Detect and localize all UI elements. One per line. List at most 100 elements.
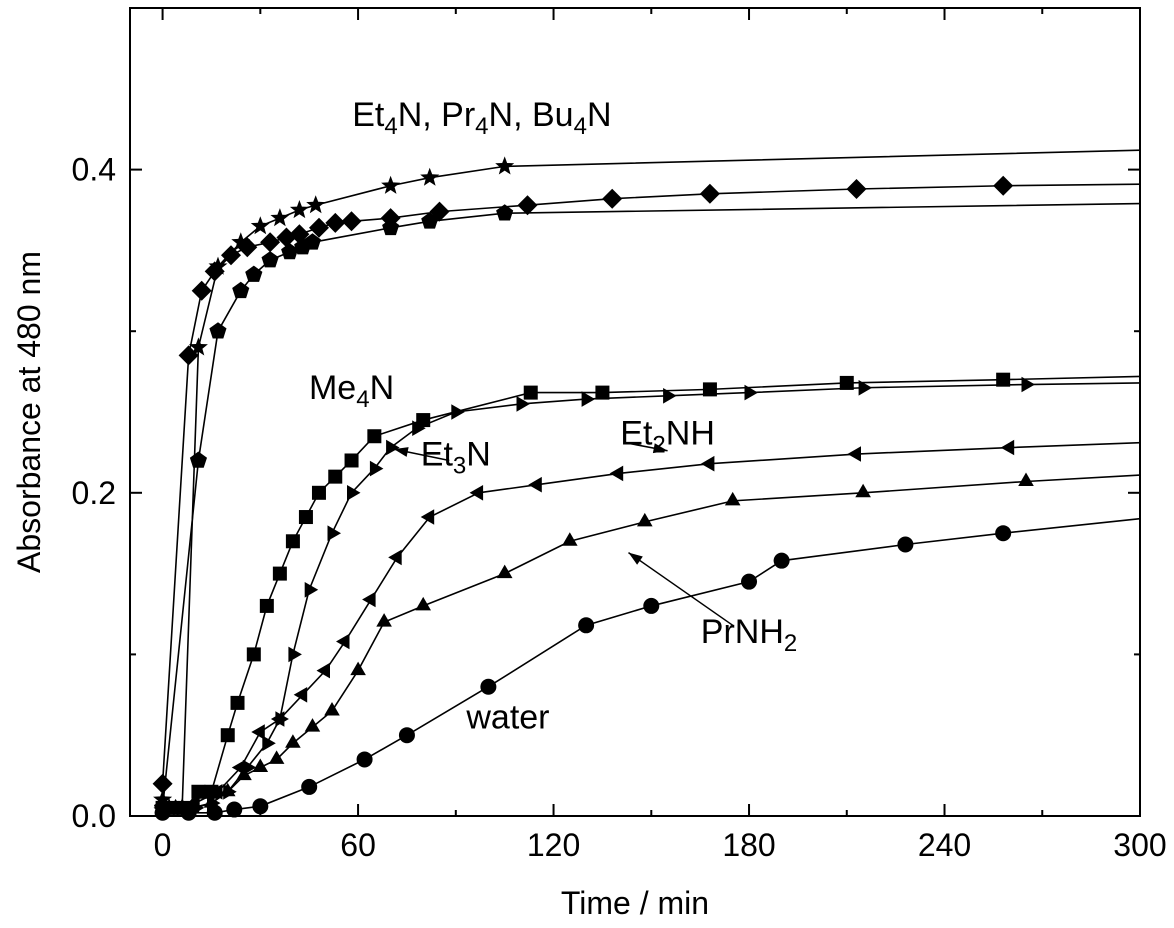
diamond-marker xyxy=(309,217,329,238)
x-tick-label: 240 xyxy=(918,827,971,863)
annotation-arrow-head xyxy=(628,552,643,565)
triangle-left-marker xyxy=(209,784,223,800)
triangle-left-marker xyxy=(270,711,285,727)
triangle-left-marker xyxy=(388,549,402,566)
diamond-marker xyxy=(846,179,867,199)
x-tick-label: 180 xyxy=(722,827,775,863)
triangle-right-marker xyxy=(581,391,596,407)
axis-ticks: 0 60 120 180 240 300 0.0 0.2 0.4 xyxy=(72,7,1167,863)
triangle-up-marker xyxy=(324,702,340,716)
pentagon-marker xyxy=(303,233,321,250)
triangle-up-marker xyxy=(415,596,431,611)
pentagon-marker xyxy=(421,212,439,229)
square-marker xyxy=(311,485,326,500)
circle-marker xyxy=(773,552,790,569)
triangle-left-marker xyxy=(469,485,484,501)
y-axis-title: Absorbance at 480 nm xyxy=(11,251,47,573)
triangle-up-marker xyxy=(203,794,220,808)
diamond-marker xyxy=(993,175,1014,196)
circle-marker xyxy=(897,536,914,553)
triangle-right-marker xyxy=(663,388,677,404)
diamond-marker xyxy=(602,188,623,209)
triangle-right-marker xyxy=(304,582,319,598)
square-marker xyxy=(285,534,300,549)
circle-marker xyxy=(252,798,269,815)
triangle-up-marker xyxy=(268,750,285,764)
triangle-left-marker xyxy=(316,662,330,679)
pentagon-marker xyxy=(382,218,400,236)
triangle-left-marker xyxy=(609,465,624,482)
diamond-marker xyxy=(178,345,199,366)
square-marker xyxy=(191,784,206,799)
annotation-arrow-head xyxy=(652,443,668,454)
diamond-marker xyxy=(191,280,212,301)
annotations: Et4N, Pr4N, Bu4N Me4N Et3N Et2NH PrNH2 water xyxy=(309,96,797,737)
annotation-arrow-shaft xyxy=(628,551,734,626)
square-marker xyxy=(328,469,343,484)
circle-marker xyxy=(180,804,197,821)
annotation-label: Et2NH xyxy=(620,414,715,458)
pentagon-marker xyxy=(261,251,279,268)
triangle-right-marker xyxy=(412,420,426,436)
pentagon-marker xyxy=(496,204,514,221)
square-marker xyxy=(220,728,235,743)
triangle-up-marker xyxy=(637,512,653,527)
x-tick-label: 120 xyxy=(527,827,580,863)
triangle-up-marker xyxy=(724,491,741,506)
triangle-left-marker xyxy=(293,687,308,703)
triangle-up-marker xyxy=(1018,472,1034,486)
diamond-marker xyxy=(699,183,720,204)
star-marker xyxy=(231,232,251,251)
x-tick-label: 300 xyxy=(1113,827,1166,863)
square-marker xyxy=(298,510,313,525)
triangle-up-marker xyxy=(285,734,301,748)
square-marker xyxy=(259,598,274,613)
triangle-right-marker xyxy=(386,439,400,456)
triangle-up-marker xyxy=(219,782,236,797)
annotation-label: Me4N xyxy=(309,369,394,413)
circle-marker xyxy=(226,801,243,818)
triangle-right-marker xyxy=(516,396,530,412)
star-marker xyxy=(188,337,208,356)
square-marker xyxy=(996,372,1011,387)
circle-marker xyxy=(154,804,171,821)
circle-marker xyxy=(995,525,1012,542)
square-marker xyxy=(344,453,359,468)
triangle-up-marker xyxy=(236,766,252,781)
diamond-marker xyxy=(237,237,258,258)
square-marker xyxy=(246,647,261,662)
x-tick-label: 0 xyxy=(154,827,172,863)
triangle-right-marker xyxy=(451,404,465,420)
series-markers xyxy=(152,156,1035,821)
triangle-up-marker xyxy=(167,798,184,813)
series-line xyxy=(162,517,1141,814)
circle-marker xyxy=(741,573,758,590)
triangle-up-marker xyxy=(562,532,578,546)
triangle-left-marker xyxy=(362,591,376,608)
diamond-marker xyxy=(325,212,346,233)
square-marker xyxy=(230,695,245,710)
triangle-right-marker xyxy=(262,735,276,752)
triangle-right-marker xyxy=(858,380,873,396)
series-line xyxy=(161,202,1141,809)
triangle-up-marker xyxy=(304,718,321,732)
series-line xyxy=(161,149,1141,809)
triangle-up-marker xyxy=(252,758,269,772)
square-marker xyxy=(702,382,717,397)
triangle-left-marker xyxy=(251,724,265,740)
pentagon-marker xyxy=(281,243,299,260)
diamond-marker xyxy=(517,195,538,216)
y-tick-label: 0.0 xyxy=(72,798,116,834)
triangle-left-marker xyxy=(528,476,542,493)
pentagon-marker xyxy=(189,451,207,468)
pentagon-marker xyxy=(209,322,227,339)
triangle-right-marker xyxy=(288,646,302,663)
triangle-left-marker xyxy=(1000,439,1015,456)
square-marker xyxy=(367,429,382,444)
star-marker xyxy=(306,195,326,214)
circle-marker xyxy=(356,751,373,768)
star-marker xyxy=(495,156,515,175)
annotation-label: water xyxy=(465,699,549,737)
square-marker xyxy=(839,375,854,390)
triangle-left-marker xyxy=(420,509,435,525)
